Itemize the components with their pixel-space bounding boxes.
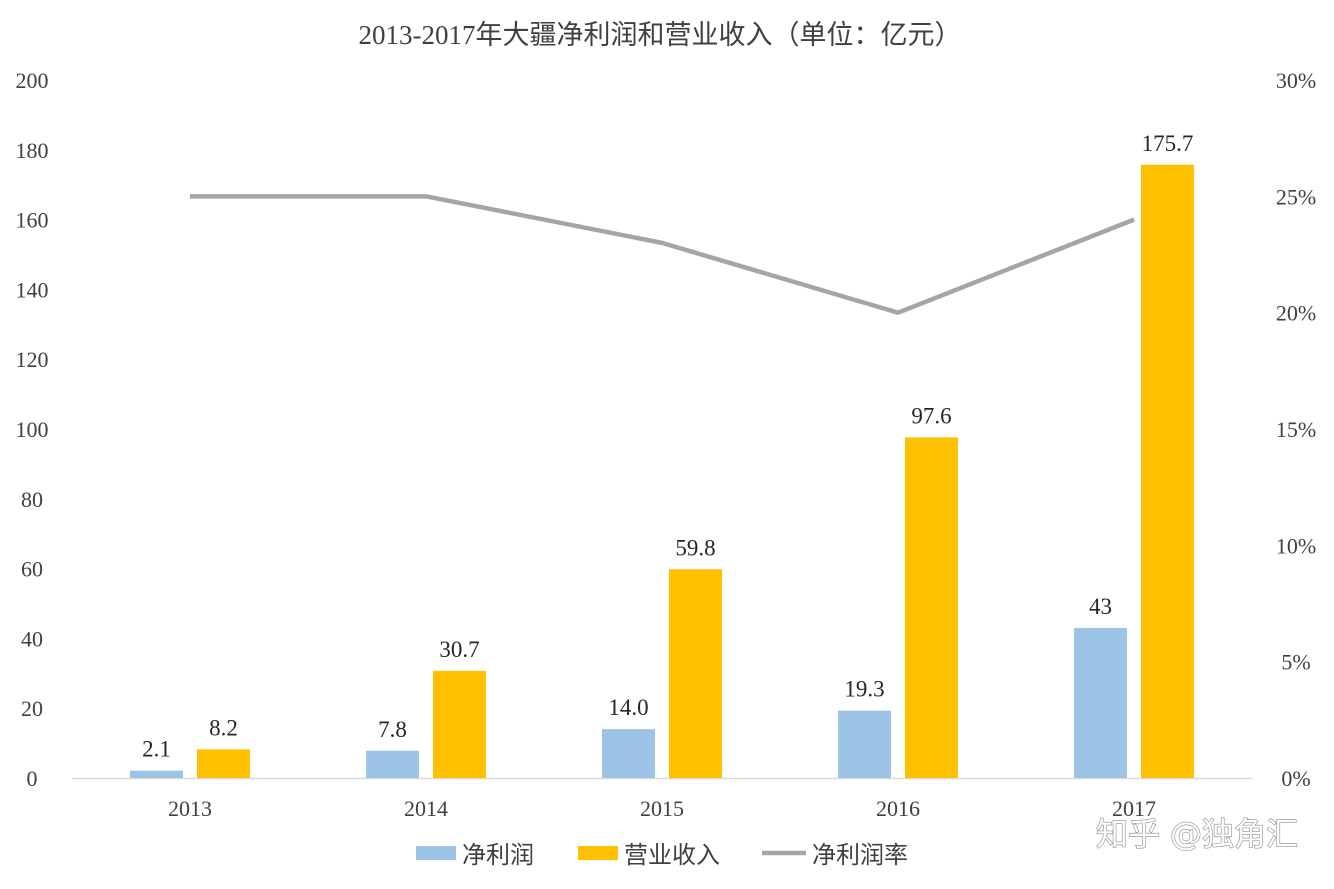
y-right-tick-label: 20%: [1276, 301, 1316, 326]
legend-label: 净利润: [462, 841, 534, 869]
y-left-tick-label: 140: [16, 277, 49, 302]
x-tick-label: 2016: [876, 796, 920, 821]
axes: 0 20 40 60 80 100 120 140 160 180 200 0% 5% 10% 15% 20%…: [16, 68, 1317, 821]
legend-swatch: [416, 846, 456, 860]
x-tick-label: 2015: [640, 796, 684, 821]
chart-title: 2013-2017年大疆净利润和营业收入（单位：亿元）: [359, 20, 962, 50]
data-label: 43: [1089, 594, 1112, 619]
bar: [366, 750, 419, 778]
data-label: 59.8: [675, 535, 715, 560]
y-left-tick-label: 200: [16, 68, 49, 93]
legend-swatch: [578, 846, 618, 860]
y-left-tick-label: 120: [16, 347, 49, 372]
bar: [1141, 164, 1194, 778]
data-label: 14.0: [608, 695, 648, 720]
data-label: 8.2: [209, 715, 238, 740]
bar: [433, 670, 486, 778]
legend-label: 营业收入: [624, 841, 720, 869]
data-label: 175.7: [1142, 131, 1194, 156]
bar: [905, 437, 958, 778]
bars: [130, 164, 1194, 778]
y-right-tick-label: 0%: [1281, 766, 1310, 791]
watermark: 知乎 @独角汇: [1096, 815, 1298, 853]
y-left-tick-label: 160: [16, 208, 49, 233]
line-series-path: [190, 194, 1135, 315]
legend-label: 净利润率: [812, 841, 908, 869]
y-right-tick-label: 25%: [1276, 184, 1316, 209]
y-left-tick-label: 60: [21, 557, 43, 582]
y-left-tick-label: 100: [16, 417, 49, 442]
y-left-tick-label: 20: [21, 696, 43, 721]
line-series: [189, 194, 1135, 315]
data-label: 7.8: [378, 717, 407, 742]
bar: [130, 770, 183, 778]
bar: [1074, 627, 1127, 778]
bar: [838, 710, 891, 778]
data-labels: 2.1 7.8 14.0 19.3 43 8.2 30.7 59.8 97.6 175.7: [142, 131, 1193, 762]
x-tick-label: 2013: [168, 796, 212, 821]
x-tick-label: 2014: [404, 796, 448, 821]
data-label: 97.6: [911, 403, 951, 428]
y-left-tick-label: 0: [27, 766, 38, 791]
bar: [602, 729, 655, 778]
y-right-tick-label: 5%: [1281, 650, 1310, 675]
data-label: 2.1: [142, 737, 171, 762]
legend: 净利润 营业收入 净利润率: [416, 841, 908, 869]
y-left-tick-label: 80: [21, 487, 43, 512]
y-right-tick-label: 30%: [1276, 68, 1316, 93]
y-right-tick-label: 15%: [1276, 417, 1316, 442]
x-tick-label: 2017: [1112, 796, 1156, 821]
data-label: 30.7: [439, 637, 479, 662]
data-label: 19.3: [844, 677, 884, 702]
bar: [197, 749, 250, 778]
bar: [669, 569, 722, 778]
y-right-tick-label: 10%: [1276, 533, 1316, 558]
y-left-tick-label: 180: [16, 138, 49, 163]
y-left-tick-label: 40: [21, 626, 43, 651]
